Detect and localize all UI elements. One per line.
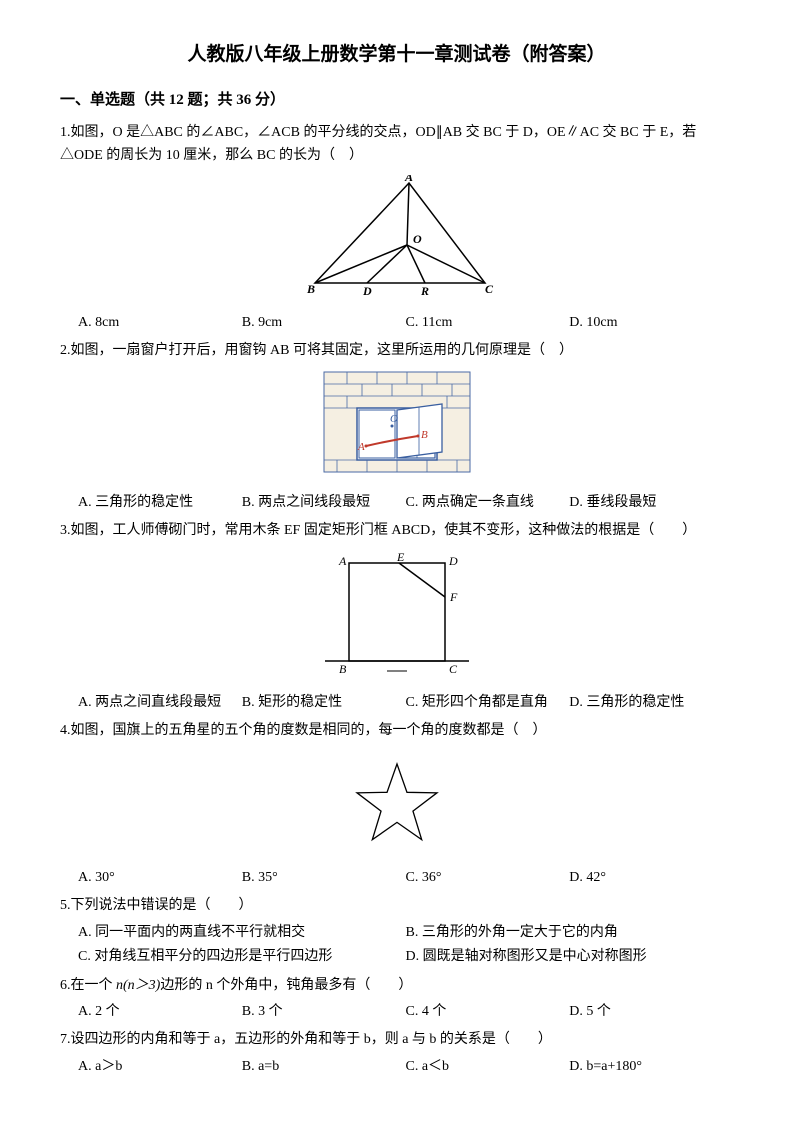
star-diagram xyxy=(347,751,447,851)
svg-text:D: D xyxy=(362,284,372,295)
q5-options: A. 同一平面内的两直线不平行就相交 B. 三角形的外角一定大于它的内角 C. … xyxy=(60,922,733,969)
svg-text:B: B xyxy=(339,662,347,676)
page-title: 人教版八年级上册数学第十一章测试卷（附答案） xyxy=(60,40,733,70)
q5-option-a[interactable]: A. 同一平面内的两直线不平行就相交 xyxy=(78,922,406,944)
question-2: 2.如图，一扇窗户打开后，用窗钩 AB 可将其固定，这里所运用的几何原理是（ ） xyxy=(60,340,733,514)
question-3: 3.如图，工人师傅砌门时，常用木条 EF 固定矩形门框 ABCD，使其不变形，这… xyxy=(60,520,733,714)
svg-text:A: A xyxy=(403,175,412,184)
q1-text: 1.如图，O 是△ABC 的∠ABC，∠ACB 的平分线的交点，OD∥AB 交 … xyxy=(60,122,733,167)
q3-text: 3.如图，工人师傅砌门时，常用木条 EF 固定矩形门框 ABCD，使其不变形，这… xyxy=(60,520,733,542)
question-7: 7.设四边形的内角和等于 a，五边形的外角和等于 b，则 a 与 b 的关系是（… xyxy=(60,1029,733,1078)
section-header: 一、单选题（共 12 题；共 36 分） xyxy=(60,88,733,112)
svg-text:C: C xyxy=(449,662,458,676)
triangle-diagram: A B C O D R xyxy=(297,175,497,295)
q2-option-d[interactable]: D. 垂线段最短 xyxy=(569,492,733,514)
svg-text:F: F xyxy=(449,590,458,604)
svg-text:R: R xyxy=(420,284,429,295)
q4-text: 4.如图，国旗上的五角星的五个角的度数是相同的，每一个角的度数都是（ ） xyxy=(60,720,733,742)
svg-text:B: B xyxy=(421,429,428,441)
question-1: 1.如图，O 是△ABC 的∠ABC，∠ACB 的平分线的交点，OD∥AB 交 … xyxy=(60,122,733,334)
question-5: 5.下列说法中错误的是（ ） A. 同一平面内的两直线不平行就相交 B. 三角形… xyxy=(60,895,733,968)
q7-option-c[interactable]: C. a＜b xyxy=(406,1056,570,1078)
q7-option-d[interactable]: D. b=a+180° xyxy=(569,1056,733,1078)
q6-option-d[interactable]: D. 5 个 xyxy=(569,1001,733,1023)
q5-option-c[interactable]: C. 对角线互相平分的四边形是平行四边形 xyxy=(78,946,406,968)
q6-option-b[interactable]: B. 3 个 xyxy=(242,1001,406,1023)
q2-option-c[interactable]: C. 两点确定一条直线 xyxy=(406,492,570,514)
q2-option-a[interactable]: A. 三角形的稳定性 xyxy=(78,492,242,514)
svg-text:O: O xyxy=(390,413,398,425)
q7-option-a[interactable]: A. a＞b xyxy=(78,1056,242,1078)
q1-option-a[interactable]: A. 8cm xyxy=(78,312,242,334)
q4-option-a[interactable]: A. 30° xyxy=(78,867,242,889)
q3-option-a[interactable]: A. 两点之间直线段最短 xyxy=(78,692,242,714)
svg-text:E: E xyxy=(396,551,405,564)
q6-math: n(n＞3) xyxy=(116,978,160,993)
q5-option-b[interactable]: B. 三角形的外角一定大于它的内角 xyxy=(406,922,734,944)
q1-option-d[interactable]: D. 10cm xyxy=(569,312,733,334)
q1-options: A. 8cm B. 9cm C. 11cm D. 10cm xyxy=(60,312,733,334)
svg-text:O: O xyxy=(413,232,422,246)
q4-option-b[interactable]: B. 35° xyxy=(242,867,406,889)
svg-text:B: B xyxy=(306,282,315,295)
svg-text:D: D xyxy=(448,554,458,568)
q2-text: 2.如图，一扇窗户打开后，用窗钩 AB 可将其固定，这里所运用的几何原理是（ ） xyxy=(60,340,733,362)
question-4: 4.如图，国旗上的五角星的五个角的度数是相同的，每一个角的度数都是（ ） A. … xyxy=(60,720,733,889)
q4-option-c[interactable]: C. 36° xyxy=(406,867,570,889)
q2-figure: A O B xyxy=(60,370,733,483)
window-diagram: A O B xyxy=(322,370,472,475)
q6-option-a[interactable]: A. 2 个 xyxy=(78,1001,242,1023)
q1-option-b[interactable]: B. 9cm xyxy=(242,312,406,334)
door-diagram: A D B C E F xyxy=(317,551,477,676)
svg-text:A: A xyxy=(357,441,365,453)
q7-option-b[interactable]: B. a=b xyxy=(242,1056,406,1078)
q1-option-c[interactable]: C. 11cm xyxy=(406,312,570,334)
q1-figure: A B C O D R xyxy=(60,175,733,303)
q3-options: A. 两点之间直线段最短 B. 矩形的稳定性 C. 矩形四个角都是直角 D. 三… xyxy=(60,692,733,714)
q7-text: 7.设四边形的内角和等于 a，五边形的外角和等于 b，则 a 与 b 的关系是（… xyxy=(60,1029,733,1051)
q6-suffix: 边形的 n 个外角中，钝角最多有（ ） xyxy=(160,978,412,993)
q6-prefix: 6.在一个 xyxy=(60,978,116,993)
question-6: 6.在一个 n(n＞3)边形的 n 个外角中，钝角最多有（ ） A. 2 个 B… xyxy=(60,975,733,1024)
q4-options: A. 30° B. 35° C. 36° D. 42° xyxy=(60,867,733,889)
q5-text: 5.下列说法中错误的是（ ） xyxy=(60,895,733,917)
q6-options: A. 2 个 B. 3 个 C. 4 个 D. 5 个 xyxy=(60,1001,733,1023)
q5-option-d[interactable]: D. 圆既是轴对称图形又是中心对称图形 xyxy=(406,946,734,968)
svg-text:C: C xyxy=(485,282,494,295)
q4-option-d[interactable]: D. 42° xyxy=(569,867,733,889)
q3-option-c[interactable]: C. 矩形四个角都是直角 xyxy=(406,692,570,714)
q6-option-c[interactable]: C. 4 个 xyxy=(406,1001,570,1023)
q2-options: A. 三角形的稳定性 B. 两点之间线段最短 C. 两点确定一条直线 D. 垂线… xyxy=(60,492,733,514)
svg-text:A: A xyxy=(338,554,347,568)
q7-options: A. a＞b B. a=b C. a＜b D. b=a+180° xyxy=(60,1056,733,1078)
q3-figure: A D B C E F xyxy=(60,551,733,684)
q2-option-b[interactable]: B. 两点之间线段最短 xyxy=(242,492,406,514)
q6-text: 6.在一个 n(n＞3)边形的 n 个外角中，钝角最多有（ ） xyxy=(60,975,733,997)
q3-option-b[interactable]: B. 矩形的稳定性 xyxy=(242,692,406,714)
q4-figure xyxy=(60,751,733,859)
q3-option-d[interactable]: D. 三角形的稳定性 xyxy=(569,692,733,714)
